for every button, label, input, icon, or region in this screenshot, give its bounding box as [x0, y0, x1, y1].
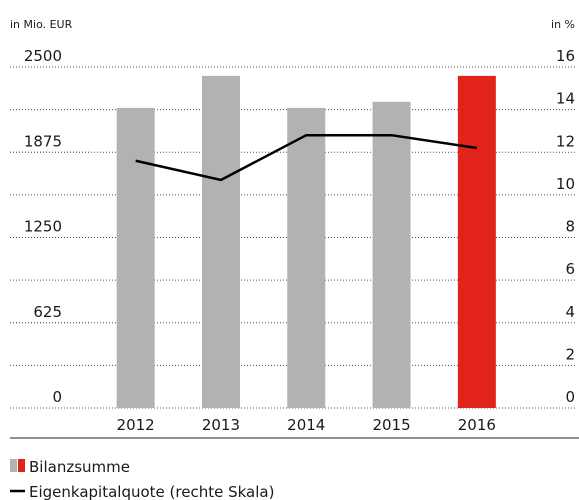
y-axis-label: in Mio. EUR: [10, 18, 73, 31]
y2-tick-label: 14: [556, 90, 575, 108]
x-tick-label: 2016: [458, 416, 496, 434]
y2-tick-label: 12: [556, 132, 575, 150]
y-tick-label: 1875: [24, 132, 62, 150]
bar: [201, 75, 240, 408]
y2-axis-label: in %: [551, 18, 575, 31]
bar: [457, 75, 496, 408]
y2-tick-label: 8: [565, 218, 575, 236]
legend-swatch: [18, 459, 25, 472]
y2-tick-label: 2: [565, 345, 575, 363]
y2-tick-label: 10: [556, 175, 575, 193]
bar: [287, 107, 326, 409]
legend-label: Bilanzsumme: [29, 458, 130, 476]
y-tick-label: 0: [52, 388, 62, 406]
bar: [116, 107, 155, 409]
line: [135, 133, 478, 182]
y2-tick-label: 6: [565, 260, 575, 278]
legend-label: Eigenkapitalquote (rechte Skala): [29, 483, 274, 500]
y-tick-label: 2500: [24, 47, 62, 65]
x-tick-label: 2014: [287, 416, 325, 434]
y2-tick-label: 0: [565, 388, 575, 406]
y2-tick-label: 4: [565, 303, 575, 321]
bar: [372, 101, 411, 409]
y-tick-label: 625: [33, 303, 62, 321]
x-tick-label: 2015: [372, 416, 410, 434]
x-tick-label: 2013: [202, 416, 240, 434]
x-tick-label: 2012: [117, 416, 155, 434]
y-tick-label: 1250: [24, 218, 62, 236]
y2-tick-label: 16: [556, 47, 575, 65]
legend-swatch: [10, 459, 17, 472]
